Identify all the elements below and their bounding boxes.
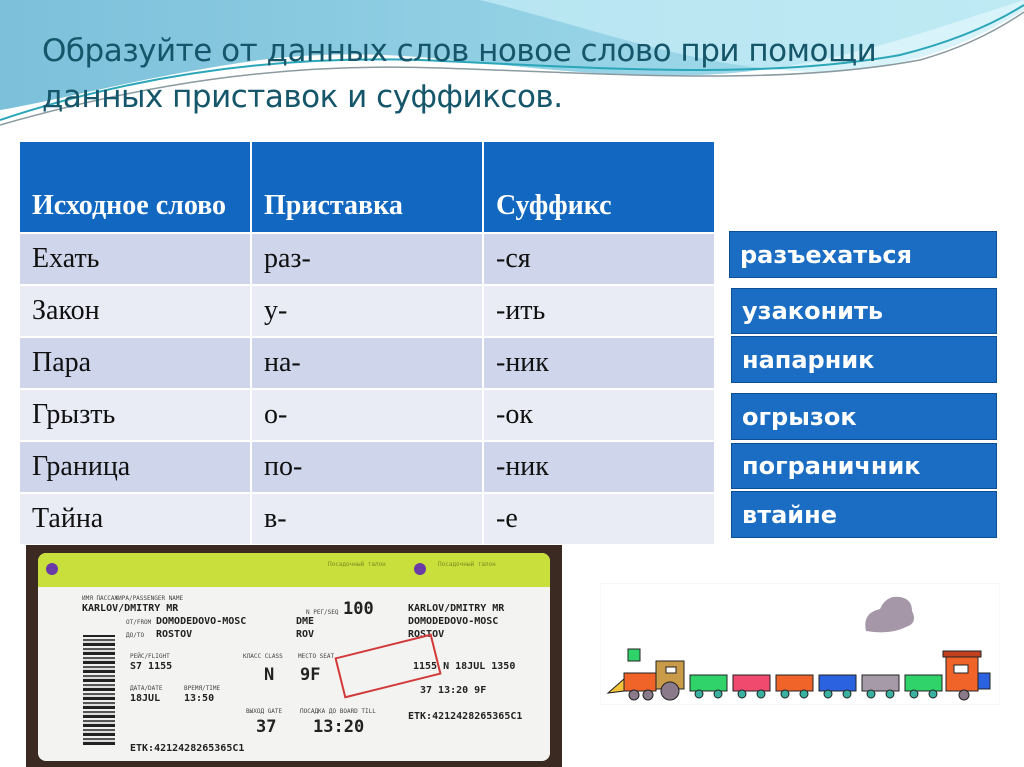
- stub-flight-line: 1155 N 18JUL 1350: [413, 661, 516, 672]
- stub-etk: ETK:4212428265365C1: [408, 711, 523, 722]
- etk-number: ETK:4212428265365C1: [130, 743, 245, 754]
- cell-prefix: о-: [250, 388, 484, 442]
- gate-value: 37: [256, 717, 277, 737]
- time-value: 13:50: [184, 693, 215, 704]
- cell-word: Тайна: [18, 492, 252, 546]
- train-car: [904, 674, 943, 699]
- table-row: Пара на- -ник: [18, 336, 716, 390]
- seat-value: 9F: [300, 665, 321, 685]
- cell-suffix: -ся: [482, 232, 716, 286]
- seat-label: МЕСТО SEAT: [298, 653, 335, 660]
- answer-box: огрызок: [731, 393, 997, 440]
- train-car: [732, 674, 771, 699]
- boarding-pass-photo: Посадочный талон Посадочный талон ИМЯ ПА…: [26, 545, 562, 767]
- barcode: [83, 635, 115, 745]
- answer-box: напарник: [731, 336, 997, 383]
- class-value: N: [264, 665, 275, 685]
- smoke-cloud: [865, 596, 914, 633]
- train-car: [775, 674, 814, 699]
- train-clipart: [600, 583, 1000, 705]
- header-wave-background: [0, 0, 1024, 126]
- cell-word: Пара: [18, 336, 252, 390]
- ticket-header-label: Посадочный талон: [328, 561, 386, 568]
- caboose: [942, 650, 991, 701]
- seq-number: 100: [343, 599, 374, 619]
- date-value: 18JUL: [130, 693, 161, 704]
- airline-logo-icon: [46, 563, 58, 575]
- stub-passenger: KARLOV/DMITRY MR: [408, 603, 505, 614]
- table-row: Закон у- -ить: [18, 284, 716, 338]
- table-row: Граница по- -ник: [18, 440, 716, 494]
- to-code: ROV: [296, 629, 315, 640]
- class-label: КЛАСС CLASS: [243, 653, 283, 660]
- cell-suffix: -ник: [482, 440, 716, 494]
- word-formation-table: Исходное слово Приставка Суффикс Ехать ра…: [18, 140, 716, 546]
- board-label: ПОСАДКА ДО BOARD TILL: [300, 708, 376, 715]
- answer-box: втайне: [731, 491, 997, 538]
- header-source-word: Исходное слово: [18, 140, 252, 234]
- cell-prefix: раз-: [250, 232, 484, 286]
- to-value: ROSTOV: [156, 629, 193, 640]
- train-car: [689, 674, 728, 699]
- cell-prefix: по-: [250, 440, 484, 494]
- to-label: ДО/TO: [126, 632, 145, 639]
- airline-logo-icon: [414, 563, 426, 575]
- date-label: ДАТА/DATE: [130, 685, 163, 692]
- table-header-row: Исходное слово Приставка Суффикс: [18, 140, 716, 234]
- cell-word: Граница: [18, 440, 252, 494]
- passenger-name: KARLOV/DMITRY MR: [82, 603, 179, 614]
- stub-from: DOMODEDOVO-MOSC: [408, 616, 499, 627]
- cell-word: Грызть: [18, 388, 252, 442]
- answer-box: пограничник: [731, 443, 997, 489]
- cell-suffix: -е: [482, 492, 716, 546]
- table-row: Ехать раз- -ся: [18, 232, 716, 286]
- answer-box: разъехаться: [729, 231, 997, 278]
- time-label: ВРЕМЯ/TIME: [184, 685, 221, 692]
- locomotive: [606, 648, 685, 701]
- cell-suffix: -ить: [482, 284, 716, 338]
- cell-prefix: у-: [250, 284, 484, 338]
- board-value: 13:20: [313, 717, 365, 737]
- train-car: [818, 674, 857, 699]
- from-label: ОТ/FROM: [126, 619, 152, 626]
- cell-suffix: -ок: [482, 388, 716, 442]
- answer-box: узаконить: [731, 288, 997, 334]
- flight-value: S7 1155: [130, 661, 173, 672]
- cell-word: Ехать: [18, 232, 252, 286]
- cell-suffix: -ник: [482, 336, 716, 390]
- cell-prefix: в-: [250, 492, 484, 546]
- header-suffix: Суффикс: [482, 140, 716, 234]
- stub-to: ROSTOV: [408, 629, 445, 640]
- header-prefix: Приставка: [250, 140, 484, 234]
- seq-label: N РЕГ/SEQ: [306, 609, 339, 616]
- gate-label: ВЫХОД GATE: [246, 708, 283, 715]
- from-value: DOMODEDOVO-MOSC: [156, 616, 247, 627]
- cell-prefix: на-: [250, 336, 484, 390]
- stub-board-line: 37 13:20 9F: [420, 685, 487, 696]
- ticket-header-label: Посадочный талон: [438, 561, 496, 568]
- table-row: Грызть о- -ок: [18, 388, 716, 442]
- slide-title: Образуйте от данных слов новое слово при…: [42, 33, 877, 115]
- train-car: [861, 674, 900, 699]
- from-code: DME: [296, 616, 315, 627]
- cell-word: Закон: [18, 284, 252, 338]
- flight-label: РЕЙС/FLIGHT: [130, 653, 170, 660]
- passenger-label: ИМЯ ПАССАЖИРА/PASSENGER NAME: [82, 595, 184, 602]
- table-row: Тайна в- -е: [18, 492, 716, 546]
